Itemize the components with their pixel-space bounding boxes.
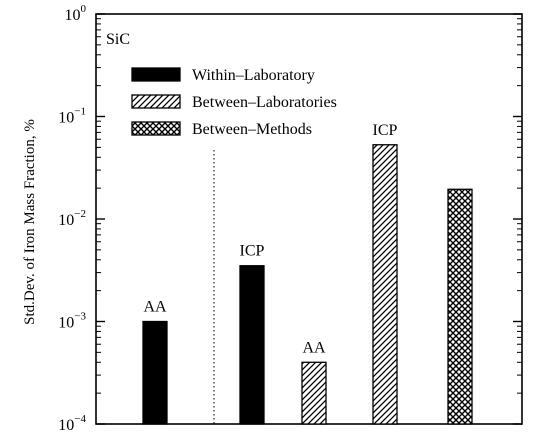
- bar: [301, 361, 327, 425]
- bar-label: AA: [302, 339, 326, 356]
- bar: [142, 320, 168, 425]
- y-tick-label: 100: [65, 3, 87, 24]
- y-axis: 100 10−1 10−2 10−3 10−4: [58, 3, 522, 433]
- legend-label: Between–Methods: [192, 121, 312, 138]
- legend-label: Between–Laboratories: [192, 94, 337, 111]
- y-tick-label: 10−4: [58, 413, 86, 433]
- legend: Within–Laboratory Between–Laboratories Bet…: [131, 67, 337, 138]
- y-tick-label: 10−1: [58, 106, 86, 127]
- inset-label: SiC: [106, 31, 130, 48]
- bar-label: ICP: [373, 122, 398, 139]
- bar: [372, 144, 398, 425]
- y-axis-label: Std.Dev. of Iron Mass Fraction, %: [22, 119, 38, 325]
- legend-swatch: [131, 121, 181, 136]
- bar: [239, 265, 265, 425]
- bar-label: AA: [143, 299, 167, 316]
- bar: [447, 188, 473, 425]
- y-tick-label: 10−3: [58, 311, 86, 332]
- bar-label: ICP: [240, 243, 265, 260]
- legend-swatch: [131, 67, 181, 82]
- legend-swatch: [131, 94, 181, 109]
- y-tick-label: 10−2: [58, 208, 86, 229]
- bars: AA ICP AA ICP: [142, 122, 473, 425]
- legend-label: Within–Laboratory: [192, 67, 315, 84]
